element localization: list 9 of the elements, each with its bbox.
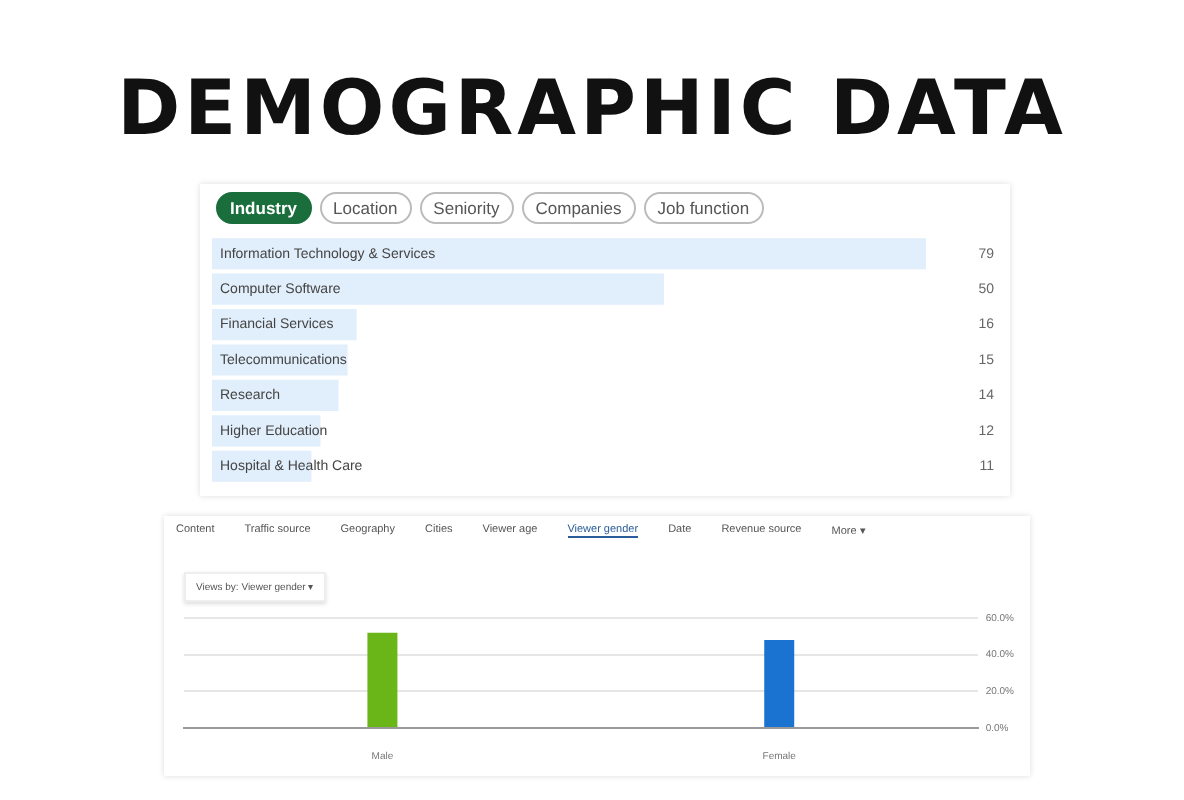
text: Job function (643, 192, 764, 224)
text: Companies (521, 192, 636, 224)
text: Seniority (419, 192, 514, 224)
bar (212, 273, 664, 305)
text: Location (319, 192, 412, 224)
chart-title: DEMOGRAPHIC DATA (115, 64, 1069, 152)
bar (212, 379, 339, 412)
text: Industry (216, 192, 312, 224)
bar (212, 238, 926, 270)
